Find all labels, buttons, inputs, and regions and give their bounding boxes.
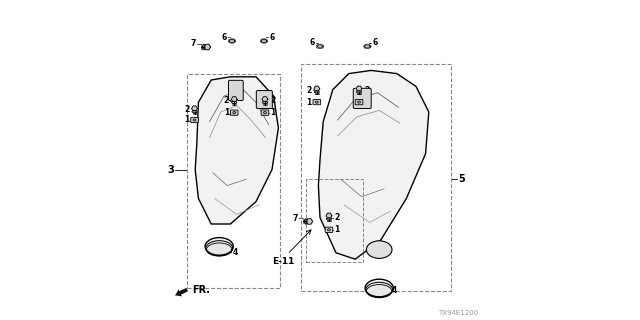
- Ellipse shape: [202, 44, 205, 50]
- Text: 7: 7: [191, 39, 196, 48]
- Ellipse shape: [262, 101, 268, 103]
- Text: 2: 2: [270, 96, 275, 105]
- Text: 5: 5: [458, 174, 465, 184]
- Ellipse shape: [314, 91, 319, 93]
- Text: 1: 1: [307, 98, 312, 107]
- Polygon shape: [232, 97, 237, 102]
- Ellipse shape: [193, 119, 196, 121]
- Ellipse shape: [365, 281, 393, 297]
- Text: 2: 2: [364, 86, 369, 95]
- Text: 6: 6: [269, 33, 275, 42]
- Text: TX94E1200: TX94E1200: [438, 310, 479, 316]
- Text: 1: 1: [184, 116, 189, 124]
- Ellipse shape: [367, 241, 392, 259]
- Ellipse shape: [358, 101, 360, 103]
- Text: 2: 2: [184, 105, 189, 114]
- Polygon shape: [261, 39, 267, 43]
- Ellipse shape: [356, 91, 362, 93]
- Bar: [306, 179, 364, 262]
- FancyBboxPatch shape: [313, 100, 321, 105]
- Polygon shape: [204, 44, 211, 50]
- Text: 7: 7: [292, 214, 298, 223]
- Text: 2: 2: [307, 86, 312, 95]
- Text: 4: 4: [233, 248, 238, 257]
- Ellipse shape: [264, 112, 266, 114]
- Polygon shape: [317, 45, 323, 48]
- Text: 6: 6: [221, 33, 227, 42]
- Text: 2: 2: [224, 96, 229, 105]
- Polygon shape: [192, 106, 197, 111]
- FancyBboxPatch shape: [353, 88, 371, 108]
- Polygon shape: [262, 97, 268, 102]
- Ellipse shape: [317, 44, 323, 48]
- Polygon shape: [356, 86, 362, 91]
- Bar: [301, 64, 451, 291]
- Ellipse shape: [232, 101, 237, 103]
- FancyBboxPatch shape: [261, 110, 269, 115]
- Text: 1: 1: [224, 108, 229, 117]
- Text: 1: 1: [270, 108, 275, 117]
- Polygon shape: [319, 70, 429, 259]
- Text: 1: 1: [364, 98, 369, 107]
- Text: 3: 3: [167, 164, 174, 175]
- Polygon shape: [314, 86, 320, 91]
- Text: E-11: E-11: [272, 257, 294, 266]
- Ellipse shape: [260, 39, 268, 43]
- FancyArrow shape: [175, 288, 188, 296]
- FancyBboxPatch shape: [256, 91, 273, 108]
- Polygon shape: [365, 45, 370, 48]
- Bar: [187, 74, 280, 288]
- Ellipse shape: [364, 44, 371, 48]
- Ellipse shape: [305, 219, 307, 224]
- Text: FR.: FR.: [192, 284, 210, 295]
- Ellipse shape: [316, 101, 318, 103]
- Ellipse shape: [192, 110, 197, 113]
- FancyBboxPatch shape: [325, 227, 333, 232]
- Ellipse shape: [328, 229, 330, 231]
- Ellipse shape: [205, 239, 233, 255]
- Text: 1: 1: [334, 225, 339, 234]
- Text: 6: 6: [310, 38, 315, 47]
- FancyBboxPatch shape: [355, 100, 363, 105]
- FancyBboxPatch shape: [191, 117, 198, 123]
- Text: 4: 4: [392, 286, 397, 295]
- Polygon shape: [306, 219, 312, 224]
- Ellipse shape: [233, 112, 236, 114]
- Polygon shape: [195, 77, 278, 224]
- FancyBboxPatch shape: [228, 80, 243, 100]
- Ellipse shape: [228, 39, 236, 43]
- Text: 2: 2: [334, 213, 339, 222]
- Polygon shape: [229, 39, 235, 43]
- Polygon shape: [326, 213, 332, 218]
- Ellipse shape: [326, 218, 332, 220]
- FancyBboxPatch shape: [230, 110, 238, 115]
- Text: 6: 6: [372, 38, 378, 47]
